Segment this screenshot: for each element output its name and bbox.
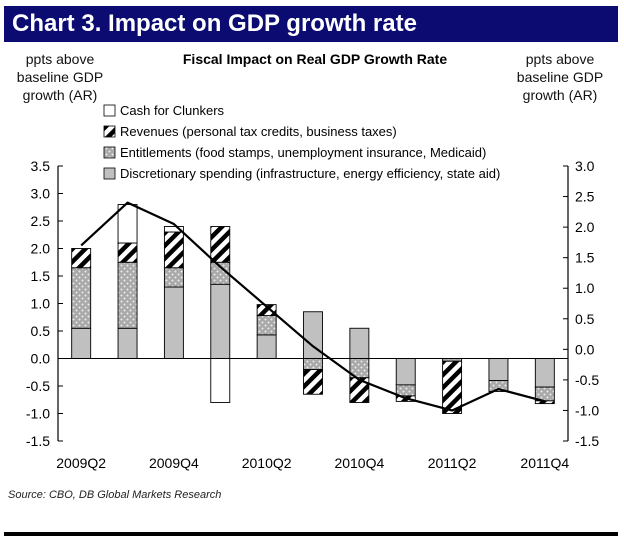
total-line-group [80,201,546,412]
left-tick-label: 2.5 [31,213,51,229]
x-tick-label: 2009Q4 [149,455,199,471]
left-tick-label: -1.0 [26,406,50,422]
left-tick-label: 1.5 [31,268,51,284]
right-tick-label: -0.5 [575,372,599,388]
legend-label: Cash for Clunkers [120,103,225,118]
right-tick-label: 2.5 [575,189,595,205]
legend-label: Entitlements (food stamps, unemployment … [120,145,486,160]
bar-segment [163,286,184,359]
bar-segment [395,384,416,397]
legend-swatch [103,125,116,138]
chart-title: Fiscal Impact on Real GDP Growth Rate [182,51,448,67]
right-tick-label: -1.5 [575,433,599,449]
left-axis-title: ppts above baseline GDP growth (AR) [16,51,104,103]
bar-segment [71,327,92,359]
bar-segment [71,267,92,329]
left-tick-label: 3.0 [31,186,51,202]
bar-segment [117,261,138,329]
bar-segment [256,334,277,359]
right-tick-label: 2.0 [575,219,595,235]
bar-segment [534,358,555,388]
legend-label: Discretionary spending (infrastructure, … [120,166,500,181]
x-tick-label: 2010Q4 [334,455,384,471]
bar-segment [117,204,138,244]
source-note: Source: CBO, DB Global Markets Research [8,489,222,501]
bar-segment [210,358,231,403]
bar-segment [442,360,463,414]
bar-segment [117,242,138,263]
left-tick-label: 1.0 [31,296,51,312]
bar-segment [488,358,509,381]
right-tick-label: 0.5 [575,311,595,327]
left-tick-label: -0.5 [26,378,50,394]
legend-swatch [103,104,116,117]
right-tick-label: 1.0 [575,280,595,296]
bar-segment [256,304,277,317]
bottom-rule [4,532,618,536]
left-tick-label: 2.0 [31,241,51,257]
axes-group: 3.5 3.0 2.5 2.0 1.5 1.0 0.5 0.0 -0.5 -1.0 -1.5 3.0 2… [26,158,599,471]
legend-swatch [103,167,116,180]
right-tick-label: 3.0 [575,158,595,174]
bar-segment [488,380,509,392]
right-axis-title: ppts above baseline GDP growth (AR) [516,51,604,103]
bar-segment [210,226,231,263]
bar-segment [349,327,370,359]
bar-segment [256,315,277,336]
left-tick-label: 0.5 [31,323,51,339]
bar-segment [210,283,231,359]
legend-swatch [103,146,116,159]
legend-label: Revenues (personal tax credits, business… [120,124,397,139]
bar-segment [349,377,370,403]
bar-group [71,204,555,414]
right-tick-label: 1.5 [575,250,595,266]
bar-segment [303,369,323,395]
x-tick-label: 2011Q4 [520,455,569,471]
bar-segment [395,358,416,386]
left-tick-label: 0.0 [31,351,51,367]
bar-segment [163,231,184,269]
left-tick-label: 3.5 [31,158,51,174]
chart-banner: Chart 3. Impact on GDP growth rate [4,6,618,42]
right-tick-label: -1.0 [575,402,599,418]
bar-segment [303,358,323,370]
bar-segment [163,226,184,233]
left-tick-label: -1.5 [26,433,50,449]
bar-segment [117,327,138,359]
chart-legend: Cash for Clunkers Revenues (personal tax … [103,103,500,181]
x-tick-label: 2009Q2 [56,455,106,471]
total-line [80,201,546,412]
x-tick-label: 2010Q2 [242,455,292,471]
x-tick-label: 2011Q2 [428,455,477,471]
bar-segment [163,267,184,288]
right-tick-label: 0.0 [575,341,595,357]
bar-segment [71,248,92,269]
